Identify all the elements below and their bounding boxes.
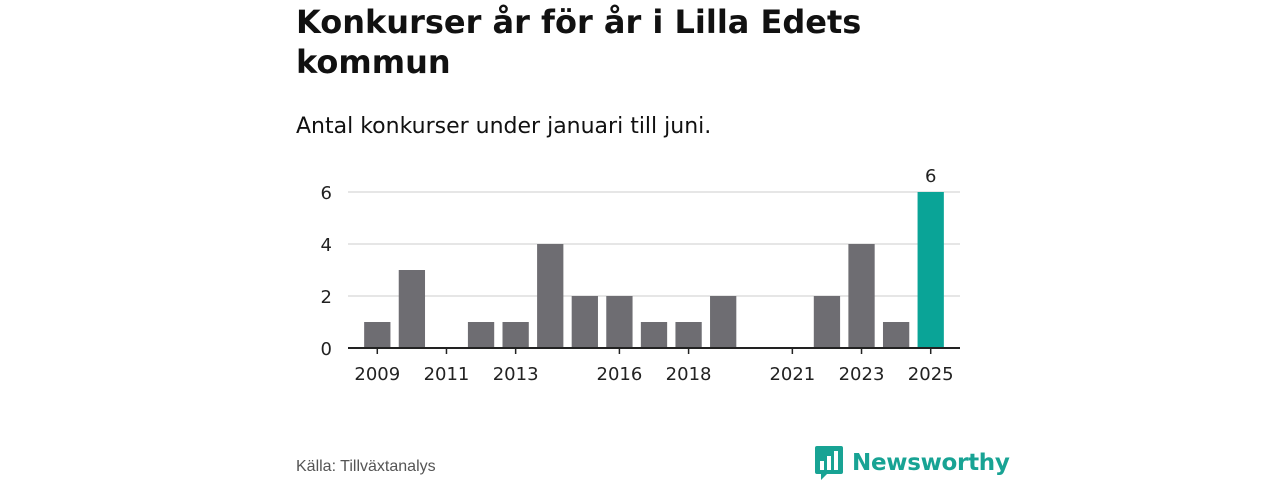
bar-chart: 0 2 4 6 2009 2011 2013 2016 2018 2021 2023 2025 6 <box>321 166 960 385</box>
x-tick-label: 2021 <box>769 364 815 385</box>
bar-chart-speech-bubble-icon <box>815 446 843 480</box>
brand-logo: Newsworthy <box>815 446 1010 480</box>
x-tick-label: 2013 <box>493 364 539 385</box>
bar-2018 <box>675 322 702 348</box>
x-tick-label: 2025 <box>908 364 954 385</box>
bar-2017 <box>640 322 668 348</box>
x-tick-label: 2023 <box>839 364 885 385</box>
bar-2012 <box>467 322 495 348</box>
axes <box>348 347 960 354</box>
chart-subtitle: Antal konkurser under januari till juni. <box>296 114 712 139</box>
bar-2010 <box>398 270 426 348</box>
bar-2023 <box>848 244 875 348</box>
source-note: Källa: Tillväxtanalys <box>296 458 436 475</box>
bar-2022 <box>813 296 841 348</box>
bars <box>364 192 944 348</box>
chart-card: Konkurser år för år i Lilla Edets kommun… <box>296 0 1010 480</box>
y-tick-label: 0 <box>321 339 332 360</box>
y-tick-label: 6 <box>321 183 332 204</box>
bar-2016 <box>606 296 633 348</box>
x-tick-label: 2009 <box>354 364 400 385</box>
bar-2019 <box>710 296 737 348</box>
bar-2024 <box>882 322 910 348</box>
chart-title: Konkurser år för år i Lilla Edets kommun <box>296 3 862 81</box>
bar-2009 <box>364 322 391 348</box>
y-tick-label: 2 <box>321 287 332 308</box>
x-tick-label: 2018 <box>666 364 712 385</box>
y-tick-label: 4 <box>321 235 332 256</box>
bar-2014 <box>537 244 564 348</box>
bar-2025 <box>917 192 944 348</box>
labels: 0 2 4 6 2009 2011 2013 2016 2018 2021 2023 2025 6 <box>321 166 954 385</box>
data-label: 6 <box>925 166 936 187</box>
bar-2015 <box>571 296 598 348</box>
bar-2013 <box>502 322 529 348</box>
x-tick-label: 2016 <box>597 364 643 385</box>
brand-name: Newsworthy <box>852 450 1010 476</box>
x-tick-label: 2011 <box>424 364 470 385</box>
